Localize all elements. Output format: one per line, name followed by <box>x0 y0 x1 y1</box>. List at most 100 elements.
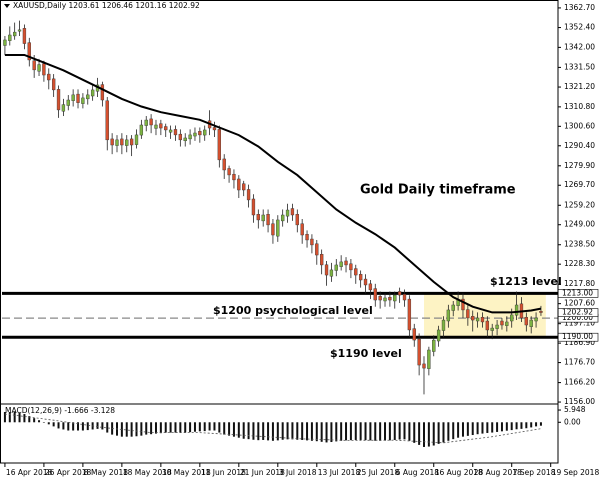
y-tick-label: 1290.40 <box>564 141 595 150</box>
macd-bar <box>18 413 21 423</box>
candle-body <box>471 316 475 321</box>
macd-bar <box>364 422 367 441</box>
macd-bar <box>452 422 455 440</box>
macd-bar <box>52 422 55 427</box>
candle-body <box>320 254 324 266</box>
macd-bar <box>486 422 489 433</box>
candle-body <box>441 319 446 331</box>
candle-body <box>310 238 314 246</box>
y-tick-label: 1238.50 <box>564 240 595 249</box>
candle-body <box>61 104 66 112</box>
candle-body <box>261 214 265 222</box>
x-tick-label: 3 Jul 2018 <box>279 468 317 477</box>
candle-body <box>217 129 221 161</box>
candle-body <box>125 139 129 146</box>
macd-bar <box>228 422 231 436</box>
x-tick-label: 16 Apr 2018 <box>6 468 53 477</box>
macd-bar <box>408 422 411 441</box>
macd-bar <box>276 422 279 441</box>
candle-body <box>490 327 494 331</box>
macd-bar <box>120 422 123 437</box>
macd-bar <box>466 422 469 436</box>
candle-body <box>295 214 299 226</box>
macd-bar <box>461 422 464 437</box>
macd-bar <box>72 422 75 431</box>
candle-body <box>349 263 353 271</box>
macd-bar <box>291 422 294 440</box>
candle-body <box>285 209 290 217</box>
candle-body <box>17 29 22 32</box>
candle-body <box>154 124 158 129</box>
macd-bar <box>505 422 508 431</box>
candle-body <box>105 100 109 141</box>
level-label: 1213.00 <box>562 288 593 297</box>
macd-bar <box>437 422 440 444</box>
candle-body <box>446 309 451 322</box>
candle-body <box>354 268 358 276</box>
candle-body <box>417 338 421 366</box>
x-tick-label: 7 Sep 2018 <box>513 468 556 477</box>
candle-body <box>329 269 334 277</box>
macd-bar <box>525 422 528 429</box>
candle-body <box>480 316 485 323</box>
candle-body <box>373 288 377 301</box>
level-label: 1200.00 <box>562 313 593 322</box>
candle-body <box>339 261 343 267</box>
macd-bar <box>496 422 499 432</box>
candle-body <box>178 133 183 141</box>
candle-body <box>222 158 226 171</box>
macd-bar <box>447 422 450 441</box>
macd-bar <box>174 422 177 433</box>
macd-bar <box>349 422 352 441</box>
macd-bar <box>189 422 192 433</box>
macd-bar <box>101 422 104 430</box>
y-tick-label: 1310.80 <box>564 102 595 111</box>
x-tick-label: 21 Jun 2018 <box>240 468 285 477</box>
candle-body <box>86 94 90 100</box>
candle-body <box>427 349 431 369</box>
macd-bar <box>96 422 99 429</box>
candle-body <box>510 314 514 322</box>
candle-body <box>324 264 329 276</box>
candle-body <box>139 124 144 136</box>
macd-bar <box>310 422 313 441</box>
macd-bar <box>169 422 172 433</box>
macd-bar <box>140 422 143 436</box>
annotation: Gold Daily timeframe <box>360 183 516 198</box>
macd-bar <box>418 422 421 445</box>
candle-body <box>388 296 392 301</box>
y-tick-label: 1269.70 <box>564 180 595 189</box>
y-tick-label: 1279.90 <box>564 161 595 170</box>
candle-body <box>81 97 85 104</box>
macd-bar <box>130 422 133 437</box>
macd-bar <box>193 422 196 432</box>
candle-body <box>534 317 538 322</box>
candle-body <box>432 339 436 352</box>
y-tick-label: 1362.70 <box>564 3 595 12</box>
y-tick-label: 1207.60 <box>564 299 595 308</box>
macd-bar <box>359 422 362 440</box>
candle-body <box>22 28 27 44</box>
y-tick-label: 1259.20 <box>564 200 595 209</box>
y-tick-label: 1321.20 <box>564 82 595 91</box>
macd-bar <box>539 422 542 426</box>
candle-body <box>51 78 56 91</box>
candle-body <box>407 298 412 331</box>
macd-bar <box>247 422 250 440</box>
y-tick-label: 1249.00 <box>564 220 595 229</box>
candle-body <box>281 214 285 222</box>
macd-bar <box>203 422 206 432</box>
macd-bar <box>150 422 153 435</box>
macd-bar <box>315 422 318 442</box>
macd-bar <box>125 422 128 437</box>
macd-bar <box>208 422 211 431</box>
x-tick-label: 11 Jun 2018 <box>201 468 246 477</box>
candle-body <box>276 219 280 237</box>
macd-bar <box>267 422 270 441</box>
macd-bar <box>184 422 187 433</box>
level-label: 1190.00 <box>562 332 593 341</box>
candle-body <box>144 119 148 126</box>
candle-body <box>110 138 114 146</box>
